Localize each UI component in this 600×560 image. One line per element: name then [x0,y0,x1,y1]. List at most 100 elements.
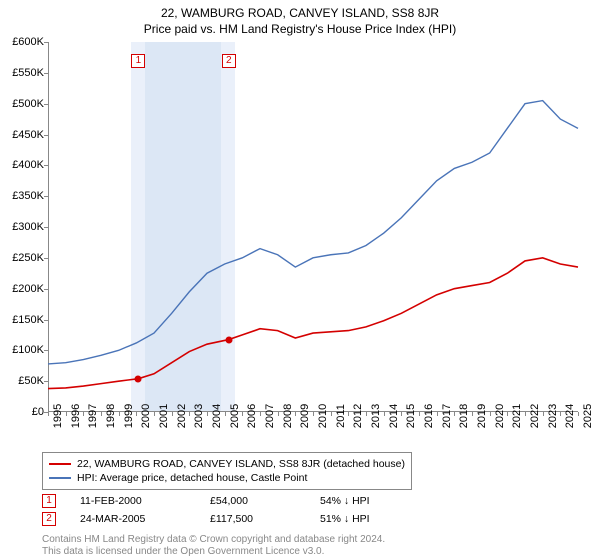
sale-point-2 [225,336,232,343]
legend-swatch-property [49,463,71,465]
chart-subtitle: Price paid vs. HM Land Registry's House … [0,20,600,36]
legend-swatch-hpi [49,477,71,479]
x-tick [525,412,526,416]
x-tick-label: 2011 [335,404,347,428]
x-tick [401,412,402,416]
sale-hpi-2: 51% ↓ HPI [320,513,430,525]
chart-title: 22, WAMBURG ROAD, CANVEY ISLAND, SS8 8JR [0,0,600,20]
x-tick [242,412,243,416]
x-tick-label: 2014 [388,404,400,428]
x-tick [490,412,491,416]
y-tick-label: £100K [12,344,44,356]
x-tick [331,412,332,416]
sale-date-2: 24-MAR-2005 [80,513,210,525]
x-tick [119,412,120,416]
x-tick-label: 2022 [529,404,541,428]
y-tick-label: £350K [12,190,44,202]
x-tick [560,412,561,416]
x-tick [507,412,508,416]
x-tick [348,412,349,416]
y-tick [44,196,48,197]
y-tick [44,73,48,74]
y-tick [44,289,48,290]
y-tick-label: £450K [12,129,44,141]
x-tick-label: 2016 [423,404,435,428]
x-tick-label: 2007 [264,404,276,428]
x-tick-label: 2003 [193,404,205,428]
x-tick-label: 2008 [282,404,294,428]
x-tick-label: 1998 [105,404,117,428]
x-tick-label: 2010 [317,404,329,428]
x-tick [419,412,420,416]
sale-date-1: 11-FEB-2000 [80,495,210,507]
y-tick-label: £300K [12,221,44,233]
y-tick-label: £50K [18,375,44,387]
footnote-line2: This data is licensed under the Open Gov… [42,546,385,558]
legend-item-hpi: HPI: Average price, detached house, Cast… [49,471,405,485]
chart-lines-svg [48,42,578,412]
y-tick-label: £250K [12,252,44,264]
sale-price-1: £54,000 [210,495,320,507]
legend: 22, WAMBURG ROAD, CANVEY ISLAND, SS8 8JR… [42,452,412,490]
x-tick-label: 1996 [70,404,82,428]
x-tick [83,412,84,416]
x-tick [384,412,385,416]
x-tick [366,412,367,416]
sale-hpi-1: 54% ↓ HPI [320,495,430,507]
x-tick-label: 2021 [511,404,523,428]
x-tick [472,412,473,416]
x-tick [278,412,279,416]
x-tick-label: 2017 [441,404,453,428]
series-line-hpi [48,101,578,364]
sales-row-2: 2 24-MAR-2005 £117,500 51% ↓ HPI [42,510,430,528]
x-tick [454,412,455,416]
y-tick-label: £400K [12,159,44,171]
y-tick [44,258,48,259]
sale-marker-box-1: 1 [42,494,56,508]
x-tick [260,412,261,416]
sales-row-1: 1 11-FEB-2000 £54,000 54% ↓ HPI [42,492,430,510]
x-tick-label: 2005 [229,404,241,428]
series-line-property [48,258,578,389]
x-tick [154,412,155,416]
x-tick-label: 2002 [176,404,188,428]
sale-label-box-1: 1 [131,54,145,68]
x-tick [172,412,173,416]
y-tick [44,104,48,105]
y-tick-label: £200K [12,283,44,295]
x-tick [66,412,67,416]
y-tick-label: £500K [12,98,44,110]
y-tick [44,42,48,43]
x-tick-label: 1995 [52,404,64,428]
footnote: Contains HM Land Registry data © Crown c… [42,534,385,558]
footnote-line1: Contains HM Land Registry data © Crown c… [42,534,385,546]
x-tick [543,412,544,416]
x-tick-label: 2009 [299,404,311,428]
y-tick [44,320,48,321]
x-tick [295,412,296,416]
x-tick-label: 2019 [476,404,488,428]
y-tick [44,350,48,351]
y-tick-label: £0 [32,406,44,418]
y-tick-label: £550K [12,67,44,79]
x-tick-label: 2013 [370,404,382,428]
y-tick-label: £150K [12,314,44,326]
x-tick-label: 2020 [494,404,506,428]
y-tick [44,227,48,228]
x-tick [313,412,314,416]
sale-price-2: £117,500 [210,513,320,525]
x-tick-label: 2018 [458,404,470,428]
y-tick [44,135,48,136]
sale-point-1 [135,375,142,382]
sales-table: 1 11-FEB-2000 £54,000 54% ↓ HPI 2 24-MAR… [42,492,430,528]
x-tick [136,412,137,416]
x-tick-label: 2015 [405,404,417,428]
legend-label-hpi: HPI: Average price, detached house, Cast… [77,471,307,485]
legend-item-property: 22, WAMBURG ROAD, CANVEY ISLAND, SS8 8JR… [49,457,405,471]
x-tick-label: 1999 [123,404,135,428]
y-tick [44,381,48,382]
y-tick-label: £600K [12,36,44,48]
x-tick [48,412,49,416]
x-tick [189,412,190,416]
legend-label-property: 22, WAMBURG ROAD, CANVEY ISLAND, SS8 8JR… [77,457,405,471]
